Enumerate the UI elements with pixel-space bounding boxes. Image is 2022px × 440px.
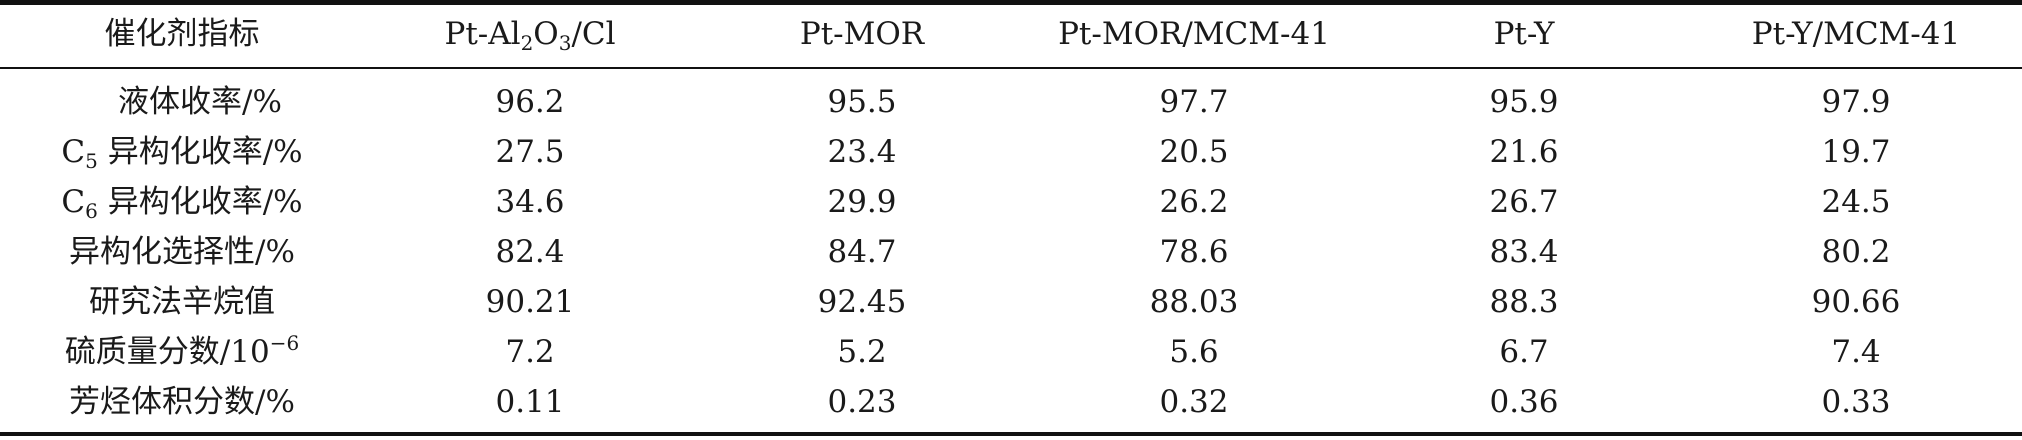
table-cell: 80.2	[1821, 234, 1891, 270]
table-cell: 97.9	[1821, 84, 1891, 120]
table-cell: 92.45	[817, 284, 907, 320]
header-indicator: 催化剂指标	[104, 16, 260, 52]
header-pt-y-mcm41: Pt-Y/MCM-41	[1751, 16, 1961, 52]
table-cell: 95.5	[827, 84, 897, 120]
table-cell: 97.7	[1159, 84, 1229, 120]
table-bottom-rule	[0, 432, 2022, 436]
table-cell: 0.11	[495, 384, 565, 420]
row-label: 异构化选择性/%	[69, 234, 295, 270]
table-cell: 82.4	[495, 234, 565, 270]
header-pt-al2o3-cl: Pt-Al2O3/Cl	[444, 16, 616, 55]
table-cell: 88.3	[1489, 284, 1559, 320]
row-label: C5 异构化收率/%	[61, 134, 303, 173]
table-cell: 26.7	[1489, 184, 1559, 220]
table-cell: 21.6	[1489, 134, 1559, 170]
table-top-rule	[0, 0, 2022, 5]
table-cell: 83.4	[1489, 234, 1559, 270]
table-cell: 88.03	[1149, 284, 1239, 320]
table-cell: 84.7	[827, 234, 897, 270]
table-cell: 24.5	[1821, 184, 1891, 220]
table-cell: 20.5	[1159, 134, 1229, 170]
header-pt-mor-mcm41: Pt-MOR/MCM-41	[1058, 16, 1330, 52]
table-cell: 29.9	[827, 184, 897, 220]
table-cell: 90.21	[485, 284, 575, 320]
table-cell: 19.7	[1821, 134, 1891, 170]
table-cell: 34.6	[495, 184, 565, 220]
table-cell: 95.9	[1489, 84, 1559, 120]
header-pt-mor: Pt-MOR	[799, 16, 925, 52]
table-cell: 0.23	[827, 384, 897, 420]
table-cell: 23.4	[827, 134, 897, 170]
table-cell: 0.32	[1159, 384, 1229, 420]
table-cell: 7.4	[1831, 334, 1881, 370]
table-cell: 0.33	[1821, 384, 1891, 420]
table-cell: 90.66	[1811, 284, 1901, 320]
header-pt-y: Pt-Y	[1493, 16, 1555, 52]
table-cell: 5.6	[1169, 334, 1219, 370]
row-label: 芳烃体积分数/%	[69, 384, 295, 420]
table-cell: 7.2	[505, 334, 555, 370]
table-cell: 78.6	[1159, 234, 1229, 270]
table-cell: 0.36	[1489, 384, 1559, 420]
row-label: 液体收率/%	[118, 84, 282, 120]
table-cell: 26.2	[1159, 184, 1229, 220]
table-cell: 6.7	[1499, 334, 1549, 370]
table-header-rule	[0, 67, 2022, 69]
table-cell: 27.5	[495, 134, 565, 170]
row-label: 硫质量分数/10−6	[64, 331, 300, 370]
table-cell: 5.2	[837, 334, 887, 370]
table-cell: 96.2	[495, 84, 565, 120]
row-label: 研究法辛烷值	[89, 284, 275, 320]
row-label: C6 异构化收率/%	[61, 184, 303, 223]
